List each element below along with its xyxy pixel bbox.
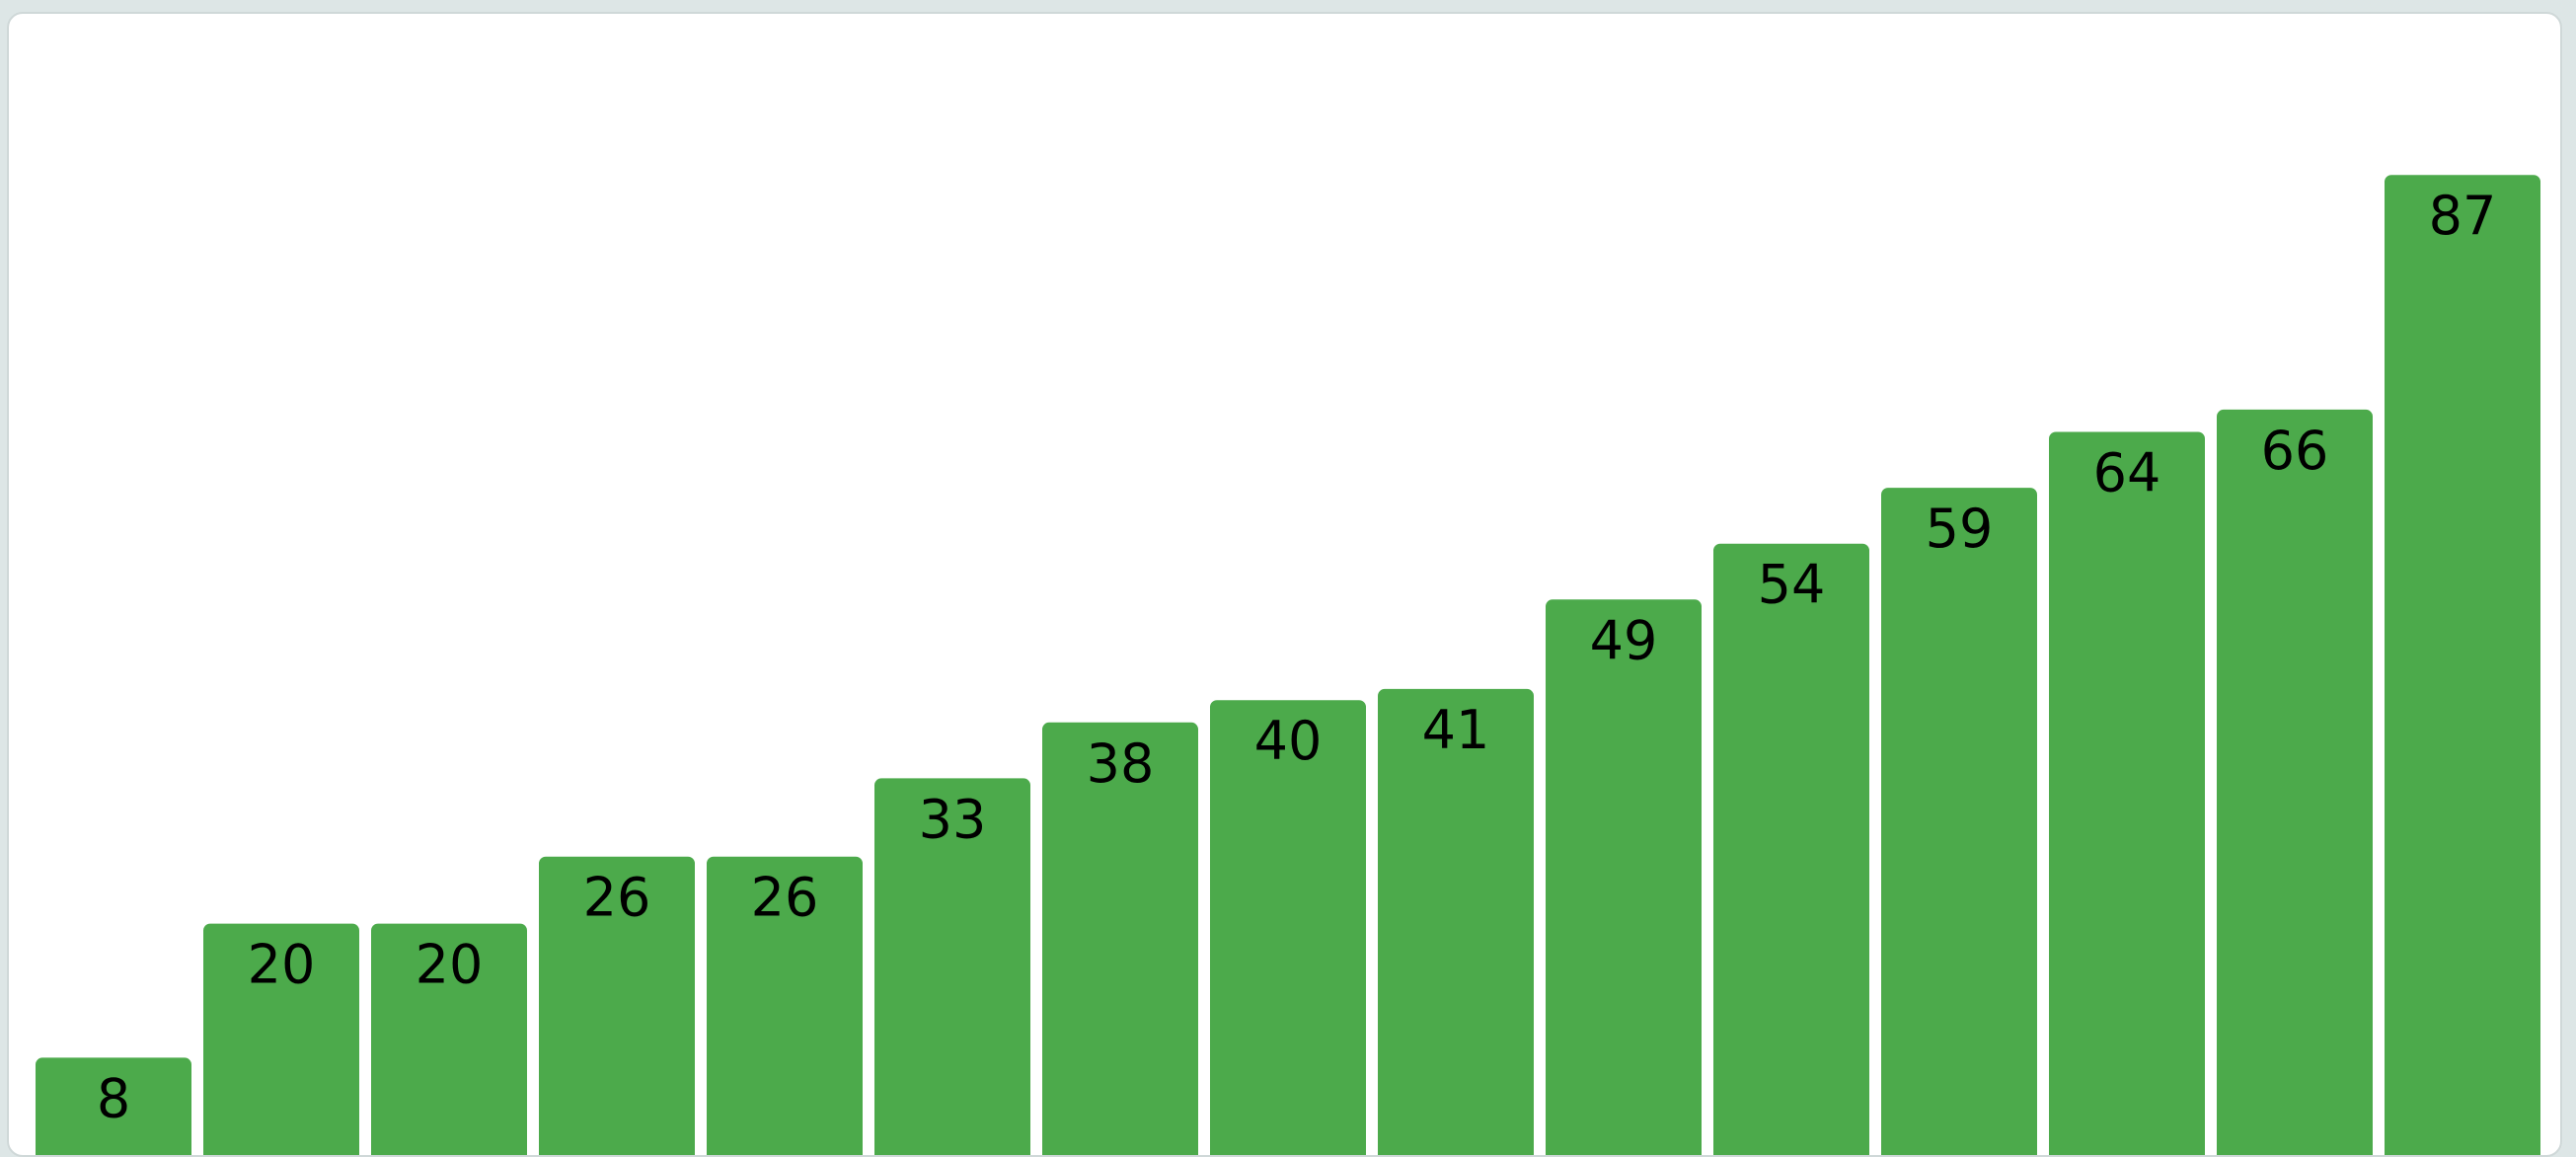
bar-value-label-9: 41 xyxy=(1422,699,1490,761)
bars-group xyxy=(36,175,2540,1157)
bar-value-label-15: 87 xyxy=(2429,185,2497,247)
bar-chart: 8 20 20 26 26 33 38 40 41 49 54 59 64 66 87 xyxy=(9,14,2562,1157)
bar-value-label-11: 54 xyxy=(1758,554,1826,616)
bar-15 xyxy=(2385,175,2540,1157)
bar-value-label-7: 38 xyxy=(1087,733,1155,795)
bar-value-label-8: 40 xyxy=(1254,710,1323,772)
bar-value-label-4: 26 xyxy=(583,867,651,929)
bar-value-label-3: 20 xyxy=(416,934,484,996)
bar-value-label-13: 64 xyxy=(2093,442,2161,504)
bar-value-label-10: 49 xyxy=(1590,609,1658,671)
bar-14 xyxy=(2217,410,2373,1157)
bar-value-label-1: 8 xyxy=(97,1067,130,1129)
bar-value-label-2: 20 xyxy=(248,934,316,996)
bar-value-label-12: 59 xyxy=(1926,498,1994,560)
bar-value-label-14: 66 xyxy=(2261,420,2329,482)
bar-value-label-6: 33 xyxy=(919,788,987,850)
chart-card: 8 20 20 26 26 33 38 40 41 49 54 59 64 66 87 xyxy=(7,12,2562,1157)
bar-13 xyxy=(2049,432,2205,1157)
bar-value-label-5: 26 xyxy=(751,867,819,929)
bar-12 xyxy=(1881,488,2037,1157)
bar-10 xyxy=(1546,599,1702,1157)
bar-11 xyxy=(1713,544,1869,1157)
